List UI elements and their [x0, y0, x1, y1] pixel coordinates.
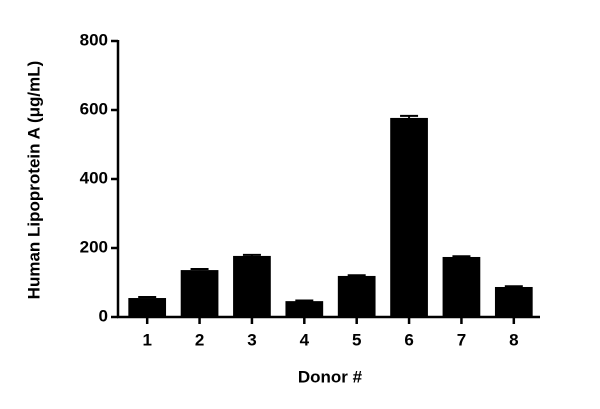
x-tick-label: 2	[195, 330, 204, 349]
bar	[180, 270, 219, 317]
y-tick-label: 400	[80, 168, 108, 187]
x-tick-label: 1	[142, 330, 151, 349]
bar	[494, 286, 533, 317]
x-tick-label: 7	[457, 330, 466, 349]
x-tick-label: 8	[509, 330, 518, 349]
x-tick-label: 5	[352, 330, 361, 349]
y-tick-label: 200	[80, 237, 108, 256]
y-tick-label: 600	[80, 99, 108, 118]
bar	[390, 117, 428, 317]
y-tick-label: 0	[99, 306, 108, 325]
bar	[233, 255, 271, 317]
x-tick-label: 6	[404, 330, 413, 349]
bar	[128, 298, 167, 317]
y-tick-label: 800	[80, 30, 108, 49]
x-tick-label: 4	[300, 330, 310, 349]
bar	[442, 256, 481, 317]
bar	[285, 301, 324, 317]
x-axis-label: Donor #	[298, 367, 363, 386]
bar	[337, 275, 376, 317]
y-axis-label: Human Lipoprotein A (μg/mL)	[24, 61, 43, 300]
x-tick-label: 3	[247, 330, 256, 349]
